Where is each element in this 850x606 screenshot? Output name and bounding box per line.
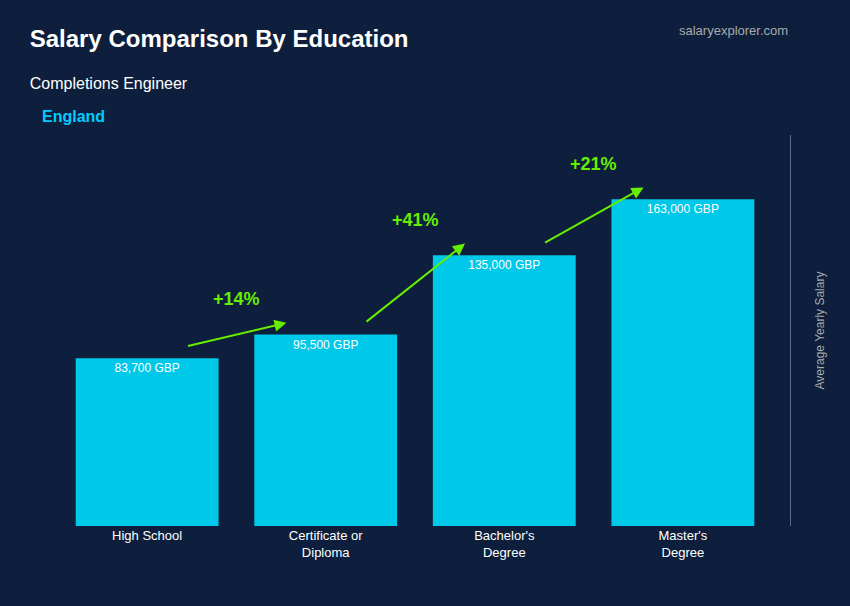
svg-text:+21%: +21% — [570, 154, 617, 174]
svg-text:Completions Engineer: Completions Engineer — [30, 75, 188, 92]
svg-text:salaryexplorer.com: salaryexplorer.com — [679, 23, 788, 38]
svg-text:England: England — [42, 108, 105, 125]
svg-text:163,000 GBP: 163,000 GBP — [647, 202, 719, 216]
svg-text:Master'sDegree: Master'sDegree — [659, 528, 708, 560]
svg-text:Bachelor'sDegree: Bachelor'sDegree — [474, 528, 535, 560]
svg-text:95,500 GBP: 95,500 GBP — [293, 338, 358, 352]
svg-text:Average Yearly Salary: Average Yearly Salary — [813, 272, 827, 390]
svg-text:+41%: +41% — [392, 210, 439, 230]
svg-text:Certificate orDiploma: Certificate orDiploma — [289, 528, 363, 560]
svg-text:High School: High School — [112, 528, 182, 543]
svg-text:Salary Comparison By Education: Salary Comparison By Education — [30, 25, 409, 52]
svg-text:+14%: +14% — [213, 289, 260, 309]
svg-text:135,000 GBP: 135,000 GBP — [468, 258, 540, 272]
svg-text:83,700 GBP: 83,700 GBP — [114, 361, 179, 375]
